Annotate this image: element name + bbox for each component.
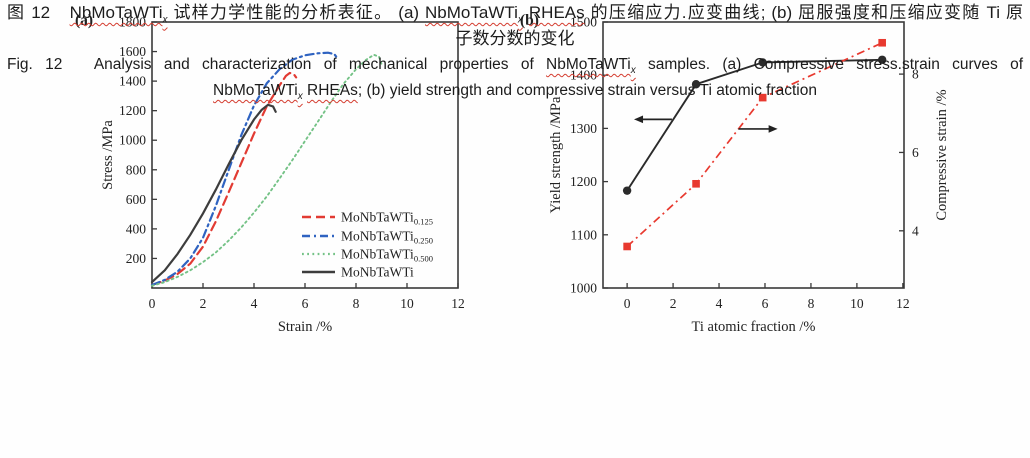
legend-label-MoNbTaWTi0.250: MoNbTaWTi0.250 bbox=[341, 229, 433, 246]
y-tick-left-label: 1000 bbox=[570, 281, 597, 296]
caption-term-flagged: NbMoTaWTi bbox=[425, 3, 518, 22]
x-tick-label: 12 bbox=[896, 296, 910, 311]
legend-label-MoNbTaWTi0.500: MoNbTaWTi0.500 bbox=[341, 247, 433, 264]
marker-compressive-strain bbox=[758, 93, 767, 102]
x-tick-label: 6 bbox=[762, 296, 769, 311]
y-axis-left-title: Yield strength /MPa bbox=[548, 96, 564, 213]
line-yield-strength bbox=[626, 58, 883, 192]
chart-b: (b) 0 2 4 6 8 10 12 1000 1100 1200 1300 1400 1500 4 6 8 T… bbox=[520, 12, 950, 335]
caption-text: 的压缩应力.应变曲线; (b) 屈服强度和压缩应变随 Ti 原 bbox=[584, 3, 1023, 22]
caption-term-flagged: x bbox=[297, 91, 303, 103]
panel-a-label: (a) bbox=[75, 12, 93, 29]
x-tick-label: 0 bbox=[624, 296, 631, 311]
panel-b-label: (b) bbox=[520, 12, 539, 29]
caption-en-line2: NbMoTaWTix RHEAs; (b) yield strength and… bbox=[0, 78, 1030, 104]
y-axis-title: Stress /MPa bbox=[100, 120, 116, 190]
caption-term-flagged: RHEAs bbox=[528, 3, 585, 22]
legend-label-MoNbTaWTi: MoNbTaWTi bbox=[341, 265, 414, 280]
marker-compressive-strain bbox=[878, 38, 886, 47]
caption-term-flagged: NbMoTaWTi bbox=[546, 56, 631, 73]
y-tick-left-label: 1300 bbox=[570, 121, 597, 136]
y-tick-label: 1400 bbox=[119, 74, 146, 89]
arrow-head-left bbox=[634, 115, 644, 124]
y-tick-left-label: 1500 bbox=[570, 15, 597, 30]
caption-text: 子数分数的变化 bbox=[455, 29, 575, 48]
x-tick-label: 2 bbox=[200, 296, 207, 311]
caption-term-flagged: x bbox=[517, 14, 523, 26]
figure-canvas: (a) 0 2 4 6 8 10 12 200 400 600 800 1000 1200 1400 1600… bbox=[75, 12, 950, 335]
x-tick-label: 4 bbox=[716, 296, 723, 311]
y-tick-label: 1800 bbox=[119, 15, 146, 30]
marker-yield-strength bbox=[622, 186, 632, 195]
y-tick-label: 1200 bbox=[119, 103, 146, 118]
x-tick-label: 12 bbox=[451, 296, 465, 311]
caption-text: Fig. 12 Analysis and characterization of… bbox=[7, 56, 547, 73]
caption-text: 图 12 bbox=[7, 3, 70, 22]
legend: MoNbTaWTi0.125 MoNbTaWTi0.250MoNbTaWTi0.5… bbox=[302, 210, 433, 280]
x-axis-title: Ti atomic fraction /% bbox=[692, 319, 816, 335]
y-axis-right-title: Compressive strain /% bbox=[934, 89, 950, 220]
line-compressive-strain bbox=[626, 42, 883, 248]
y-tick-right-label: 8 bbox=[912, 67, 919, 82]
curve-MoNbTaWTi0.125 bbox=[150, 71, 298, 287]
y-tick-left-label: 1400 bbox=[570, 68, 597, 83]
y-tick-label: 1000 bbox=[119, 133, 146, 148]
x-tick-label: 10 bbox=[850, 296, 864, 311]
caption-en-line1: Fig. 12 Analysis and characterization of… bbox=[0, 52, 1030, 78]
x-tick-label: 8 bbox=[353, 296, 360, 311]
curve-MoNbTaWTi bbox=[150, 103, 277, 284]
y-tick-right-label: 6 bbox=[912, 145, 919, 160]
caption-text: samples. (a) Compressive stress.strain c… bbox=[635, 56, 1024, 73]
y-tick-label: 200 bbox=[126, 251, 147, 266]
marker-compressive-strain bbox=[623, 242, 631, 251]
marker-compressive-strain bbox=[692, 179, 700, 188]
y-tick-left-label: 1200 bbox=[570, 174, 597, 189]
marker-yield-strength bbox=[691, 80, 701, 89]
x-tick-label: 4 bbox=[251, 296, 258, 311]
chart-a: (a) 0 2 4 6 8 10 12 200 400 600 800 1000 1200 1400 1600… bbox=[75, 12, 465, 335]
marker-yield-strength bbox=[758, 58, 767, 67]
caption-zh-line2: 子数分数的变化 bbox=[0, 26, 1030, 52]
x-tick-label: 8 bbox=[808, 296, 815, 311]
arrow-head-right bbox=[768, 125, 778, 133]
y-tick-label: 800 bbox=[126, 162, 147, 177]
caption-text: 试样力学性能的分析表征。 (a) bbox=[167, 3, 426, 22]
x-tick-label: 6 bbox=[302, 296, 309, 311]
curve-MoNbTaWTi0.250 bbox=[150, 51, 340, 287]
caption-term-flagged: NbMoTaWTi bbox=[213, 82, 298, 99]
caption-term-flagged: RHEAs bbox=[307, 82, 358, 99]
y-tick-label: 400 bbox=[126, 221, 147, 236]
caption-zh-line1: 图 12 NbMoTaWTix 试样力学性能的分析表征。 (a) NbMoTaW… bbox=[0, 0, 1030, 26]
caption-term-flagged: NbMoTaWTi bbox=[69, 3, 163, 22]
caption-term-flagged: x bbox=[162, 14, 168, 26]
figure-caption: 图 12 NbMoTaWTix 试样力学性能的分析表征。 (a) NbMoTaW… bbox=[0, 0, 1030, 104]
x-tick-label: 0 bbox=[149, 296, 156, 311]
caption-term-flagged: x bbox=[630, 65, 636, 77]
caption-text: ; (b) yield strength and compressive str… bbox=[357, 82, 817, 99]
legend-label-MoNbTaWTi0.125: MoNbTaWTi0.125 bbox=[341, 210, 433, 227]
y-tick-right-label: 4 bbox=[912, 223, 919, 238]
plot-border bbox=[602, 21, 905, 289]
y-tick-label: 600 bbox=[126, 192, 147, 207]
x-axis-title: Strain /% bbox=[278, 319, 332, 335]
x-tick-label: 10 bbox=[400, 296, 414, 311]
y-tick-label: 1600 bbox=[119, 44, 146, 59]
y-tick-left-label: 1100 bbox=[571, 227, 598, 242]
curve-MoNbTaWTi0.500 bbox=[151, 53, 383, 287]
marker-yield-strength bbox=[877, 55, 887, 64]
x-tick-label: 2 bbox=[670, 296, 677, 311]
